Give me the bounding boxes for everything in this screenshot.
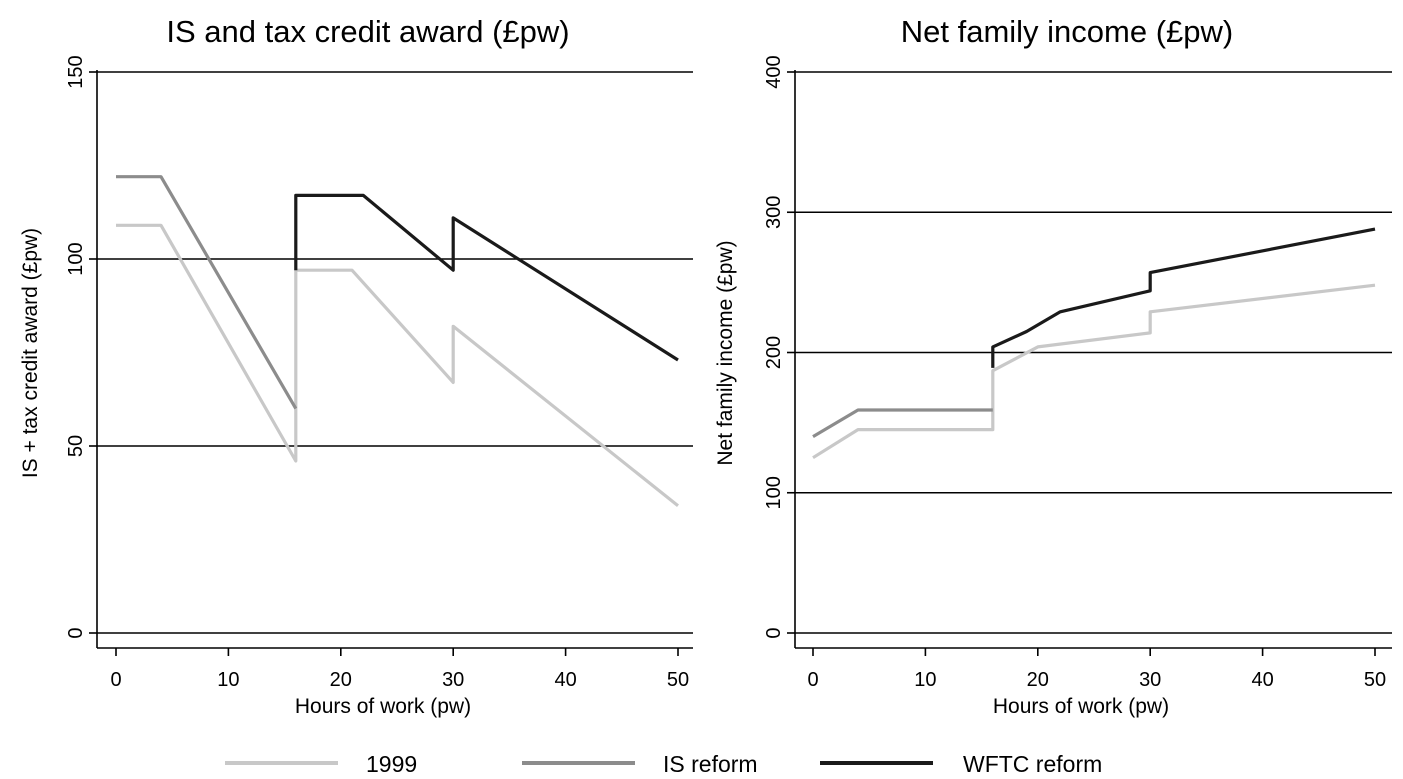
chart-right-y-tick-label-300: 300: [763, 196, 785, 229]
chart-right-x-tick-label-10: 10: [914, 669, 936, 691]
chart-right-gridlines: [795, 71, 1392, 634]
legend-label-1999: 1999: [366, 751, 417, 777]
chart-right-axes: [794, 70, 1392, 649]
chart-left-x-tick-label-10: 10: [217, 669, 239, 691]
chart-left-y-tick-label-100: 100: [65, 242, 87, 275]
chart-right-x-tick-label-20: 20: [1027, 669, 1049, 691]
chart-right-x-ticks: 0 10 20 30 40 50: [807, 648, 1386, 691]
chart-right-y-tick-label-0: 0: [763, 627, 785, 638]
chart-left-title: IS and tax credit award (£pw): [166, 14, 569, 49]
chart-right-series-1999: [812, 283, 1376, 460]
chart-right: Net family income (£pw) Net family incom…: [714, 14, 1392, 718]
chart-left-x-tick-label-50: 50: [667, 669, 689, 691]
chart-left-y-tick-label-150: 150: [65, 55, 87, 88]
chart-left-x-ticks: 0 10 20 30 40 50: [110, 648, 689, 691]
chart-right-y-axis-label: Net family income (£pw): [714, 240, 737, 465]
chart-left-x-tick-label-30: 30: [442, 669, 464, 691]
chart-right-x-axis-label: Hours of work (pw): [993, 695, 1169, 718]
chart-right-series-is-reform: [812, 408, 993, 438]
chart-right-title: Net family income (£pw): [901, 14, 1233, 49]
chart-right-x-tick-label-30: 30: [1139, 669, 1161, 691]
chart-left-y-ticks: 0 50 100 150: [65, 55, 97, 639]
chart-left: IS and tax credit award (£pw) IS + tax c…: [19, 14, 693, 718]
chart-right-y-tick-label-200: 200: [763, 336, 785, 369]
chart-left-x-tick-label-0: 0: [110, 669, 121, 691]
legend-label-is-reform: IS reform: [663, 751, 758, 777]
chart-left-series-is-reform: [116, 175, 298, 410]
chart-left-y-axis-label: IS + tax credit award (£pw): [19, 228, 42, 478]
legend-label-wftc-reform: WFTC reform: [963, 751, 1102, 777]
chart-left-x-tick-label-20: 20: [330, 669, 352, 691]
chart-right-series: [812, 227, 1376, 460]
chart-left-gridlines: [97, 71, 693, 634]
chart-left-y-tick-label-0: 0: [65, 627, 87, 638]
chart-left-series: [116, 175, 679, 508]
chart-right-series-wftc-reform: [991, 227, 1376, 368]
chart-right-x-tick-label-40: 40: [1251, 669, 1273, 691]
chart-left-x-tick-label-40: 40: [554, 669, 576, 691]
chart-right-y-tick-label-100: 100: [763, 476, 785, 509]
chart-left-series-1999: [116, 223, 679, 508]
chart-right-y-tick-label-400: 400: [763, 55, 785, 88]
chart-left-axes: [96, 70, 693, 649]
chart-right-x-tick-label-50: 50: [1364, 669, 1386, 691]
chart-right-y-ticks: 0 100 200 300 400: [763, 55, 795, 639]
chart-left-x-axis-label: Hours of work (pw): [295, 695, 471, 718]
legend: 1999 IS reform WFTC reform: [225, 751, 1102, 777]
chart-right-x-tick-label-0: 0: [807, 669, 818, 691]
chart-left-series-wftc-reform: [294, 193, 679, 362]
chart-left-y-tick-label-50: 50: [65, 435, 87, 457]
